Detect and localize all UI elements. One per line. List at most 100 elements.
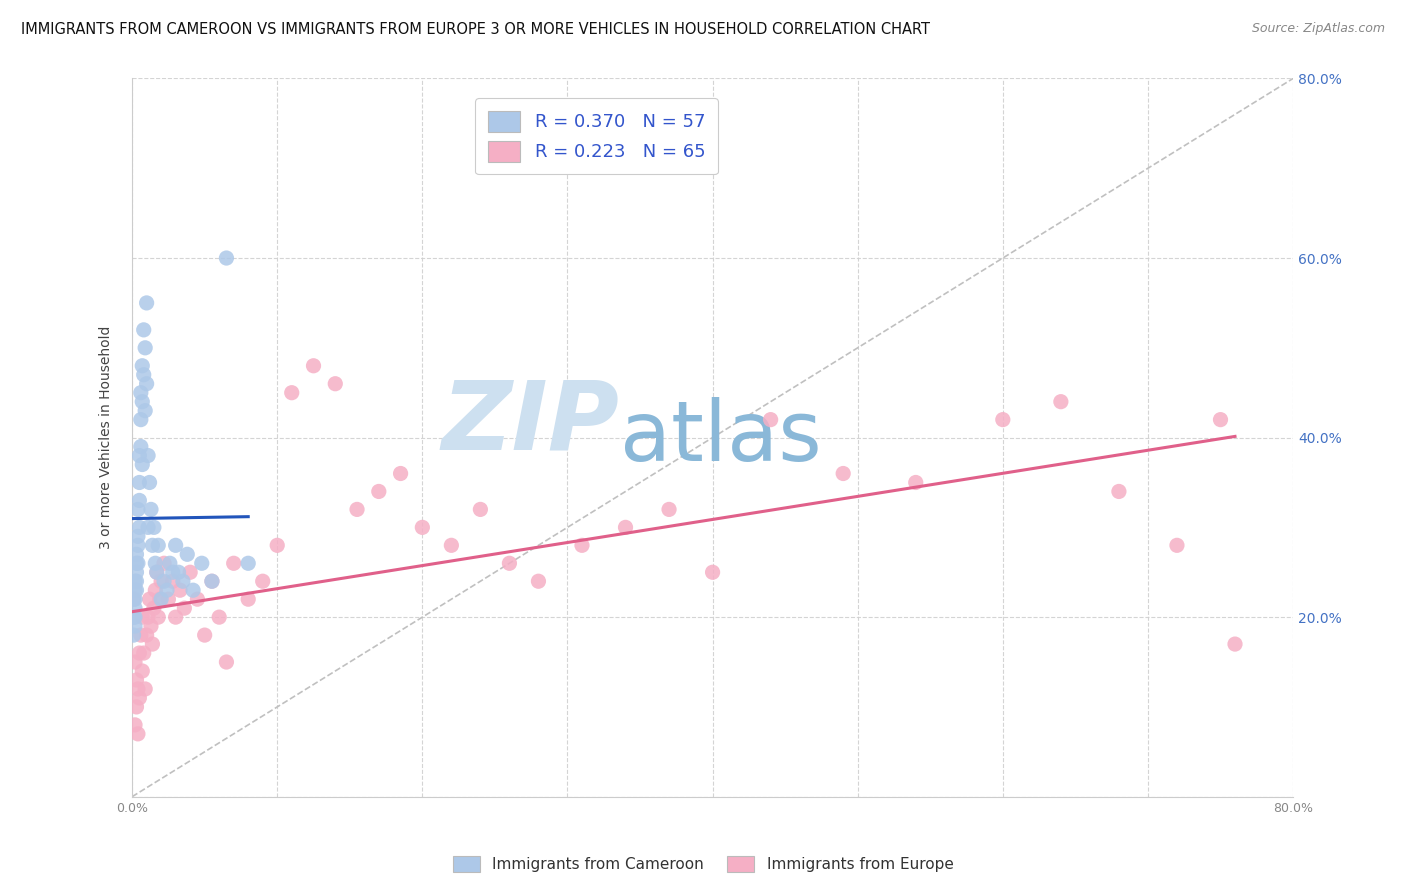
Point <box>124 592 146 607</box>
Point <box>125 700 148 714</box>
Point <box>159 556 181 570</box>
Legend: R = 0.370   N = 57, R = 0.223   N = 65: R = 0.370 N = 57, R = 0.223 N = 65 <box>475 98 718 174</box>
Point <box>139 619 162 633</box>
Point <box>124 601 146 615</box>
Point <box>215 655 238 669</box>
Point <box>135 628 157 642</box>
Point <box>125 574 148 589</box>
Point <box>201 574 224 589</box>
Point <box>658 502 681 516</box>
Point <box>280 385 302 400</box>
Point <box>150 574 173 589</box>
Point <box>1108 484 1130 499</box>
Point <box>194 628 217 642</box>
Point <box>571 538 593 552</box>
Legend: Immigrants from Cameroon, Immigrants from Europe: Immigrants from Cameroon, Immigrants fro… <box>444 848 962 880</box>
Y-axis label: 3 or more Vehicles in Household: 3 or more Vehicles in Household <box>100 326 114 549</box>
Point <box>124 610 146 624</box>
Point <box>125 547 148 561</box>
Point <box>162 566 184 580</box>
Point <box>143 583 166 598</box>
Text: Source: ZipAtlas.com: Source: ZipAtlas.com <box>1251 22 1385 36</box>
Point <box>142 601 165 615</box>
Point <box>167 566 190 580</box>
Point <box>124 619 146 633</box>
Point <box>131 359 153 373</box>
Point <box>128 449 150 463</box>
Point <box>389 467 412 481</box>
Point <box>238 556 260 570</box>
Point <box>1209 412 1232 426</box>
Point <box>122 628 145 642</box>
Point <box>832 467 855 481</box>
Point <box>150 592 173 607</box>
Point <box>186 592 208 607</box>
Point <box>125 556 148 570</box>
Point <box>124 655 146 669</box>
Point <box>125 673 148 687</box>
Point <box>146 566 169 580</box>
Point <box>134 403 156 417</box>
Point <box>201 574 224 589</box>
Point <box>157 592 180 607</box>
Point <box>302 359 325 373</box>
Point <box>1050 394 1073 409</box>
Point <box>139 502 162 516</box>
Point <box>208 610 231 624</box>
Point <box>132 368 155 382</box>
Point <box>129 412 152 426</box>
Point <box>440 538 463 552</box>
Point <box>124 574 146 589</box>
Point <box>134 681 156 696</box>
Point <box>172 574 194 589</box>
Point <box>176 547 198 561</box>
Point <box>527 574 550 589</box>
Point <box>136 449 159 463</box>
Point <box>1223 637 1246 651</box>
Point <box>143 556 166 570</box>
Point <box>323 376 346 391</box>
Point <box>136 610 159 624</box>
Point <box>252 574 274 589</box>
Point <box>129 440 152 454</box>
Point <box>148 610 170 624</box>
Point <box>153 556 176 570</box>
Point <box>125 583 148 598</box>
Point <box>127 538 149 552</box>
Point <box>127 556 149 570</box>
Text: atlas: atlas <box>620 397 821 478</box>
Point <box>222 556 245 570</box>
Point <box>141 637 163 651</box>
Point <box>215 251 238 265</box>
Point <box>128 690 150 705</box>
Point <box>498 556 520 570</box>
Text: ZIP: ZIP <box>441 376 620 470</box>
Point <box>124 583 146 598</box>
Point <box>131 664 153 678</box>
Point <box>162 574 184 589</box>
Point <box>759 412 782 426</box>
Point <box>146 566 169 580</box>
Point <box>191 556 214 570</box>
Point <box>135 376 157 391</box>
Point <box>470 502 492 516</box>
Point <box>131 610 153 624</box>
Point <box>128 493 150 508</box>
Point <box>904 475 927 490</box>
Point <box>129 385 152 400</box>
Point <box>127 727 149 741</box>
Point <box>173 601 195 615</box>
Point <box>153 574 176 589</box>
Point <box>266 538 288 552</box>
Point <box>125 566 148 580</box>
Point <box>132 646 155 660</box>
Point <box>127 681 149 696</box>
Point <box>127 502 149 516</box>
Point <box>136 520 159 534</box>
Point <box>702 566 724 580</box>
Text: IMMIGRANTS FROM CAMEROON VS IMMIGRANTS FROM EUROPE 3 OR MORE VEHICLES IN HOUSEHO: IMMIGRANTS FROM CAMEROON VS IMMIGRANTS F… <box>21 22 931 37</box>
Point <box>124 718 146 732</box>
Point <box>135 296 157 310</box>
Point <box>129 628 152 642</box>
Point <box>142 520 165 534</box>
